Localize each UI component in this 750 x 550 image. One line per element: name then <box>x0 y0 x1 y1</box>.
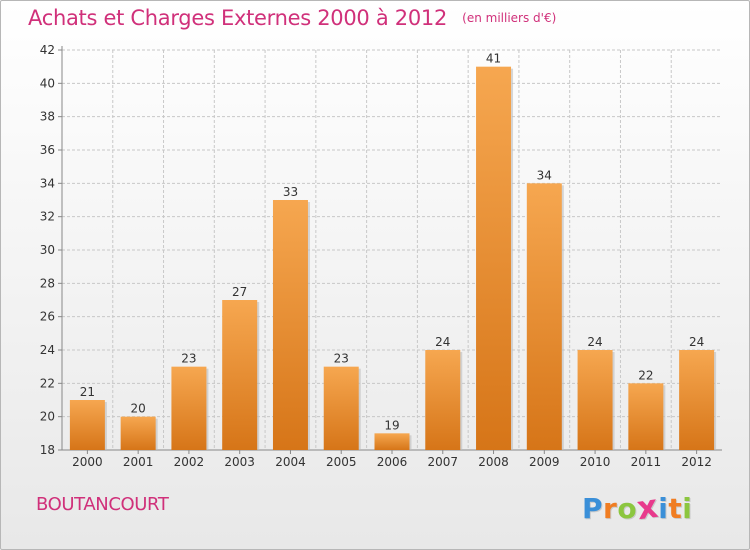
data-label: 22 <box>638 368 653 382</box>
data-label: 23 <box>181 352 196 366</box>
x-tick-labels: 2000 2001 2002 2003 2004 2005 2006 2007 2008 2009… <box>72 455 712 469</box>
logo-letter: i <box>682 492 693 525</box>
y-tick-labels: 18 20 22 24 26 28 30 32 34 36 38 40 42 <box>40 43 55 457</box>
y-tick-label: 32 <box>40 210 55 224</box>
bar <box>526 183 562 451</box>
y-tick-label: 36 <box>40 143 55 157</box>
logo-letter: P <box>582 492 604 525</box>
bar <box>628 383 664 450</box>
data-label: 23 <box>334 352 349 366</box>
data-label: 41 <box>486 52 501 66</box>
bar <box>374 433 410 450</box>
logo-letter: r <box>603 492 618 525</box>
proxiti-logo[interactable]: Proxiti <box>582 486 693 528</box>
y-tick-label: 22 <box>40 376 55 390</box>
y-tick-label: 38 <box>40 110 55 124</box>
bar <box>679 350 715 450</box>
bar <box>120 416 156 450</box>
logo-letter: i <box>658 492 669 525</box>
x-tick-label: 2003 <box>224 455 255 469</box>
grid-lines <box>62 49 722 450</box>
data-label: 24 <box>587 335 602 349</box>
data-label: 34 <box>537 168 552 182</box>
bar <box>272 200 308 450</box>
x-tick-label: 2012 <box>681 455 712 469</box>
x-tick-label: 2007 <box>427 455 458 469</box>
logo-letter: t <box>668 492 683 525</box>
bar <box>425 350 461 450</box>
y-tick-label: 34 <box>40 176 55 190</box>
bar <box>69 400 105 450</box>
data-label: 24 <box>435 335 450 349</box>
x-tick-label: 2009 <box>529 455 560 469</box>
y-tick-label: 24 <box>40 343 55 357</box>
y-tick-label: 28 <box>40 276 55 290</box>
commune-name: BOUTANCOURT <box>36 494 169 515</box>
bar <box>171 366 207 450</box>
x-tick-label: 2002 <box>174 455 205 469</box>
title-row: Achats et Charges Externes 2000 à 2012 (… <box>28 6 556 30</box>
y-tick-label: 26 <box>40 310 55 324</box>
x-tick-label: 2004 <box>275 455 306 469</box>
x-tick-label: 2001 <box>123 455 154 469</box>
logo-letter: o <box>617 492 638 525</box>
y-tick-label: 40 <box>40 76 55 90</box>
data-label: 19 <box>384 418 399 432</box>
data-label: 20 <box>131 402 146 416</box>
data-label: 24 <box>689 335 704 349</box>
bar <box>577 350 613 450</box>
chart-title: Achats et Charges Externes 2000 à 2012 <box>28 6 448 30</box>
data-label: 33 <box>283 185 298 199</box>
y-tick-label: 30 <box>40 243 55 257</box>
bar <box>476 66 512 451</box>
logo-letter: x <box>634 486 661 528</box>
data-label: 27 <box>232 285 247 299</box>
x-tick-label: 2000 <box>72 455 103 469</box>
data-labels: 21 20 23 27 33 23 19 24 41 34 24 22 24 <box>80 52 705 433</box>
y-tick-label: 42 <box>40 43 55 57</box>
y-tick-label: 20 <box>40 410 55 424</box>
x-tick-label: 2005 <box>326 455 357 469</box>
y-tick-label: 18 <box>40 443 55 457</box>
x-tick-label: 2010 <box>580 455 611 469</box>
x-tick-label: 2008 <box>478 455 509 469</box>
x-tick-label: 2006 <box>377 455 408 469</box>
data-label: 21 <box>80 385 95 399</box>
bars <box>69 66 717 451</box>
bar <box>222 300 258 450</box>
x-tick-label: 2011 <box>631 455 662 469</box>
chart-subtitle: (en milliers d'€) <box>462 11 557 25</box>
bar <box>323 366 359 450</box>
